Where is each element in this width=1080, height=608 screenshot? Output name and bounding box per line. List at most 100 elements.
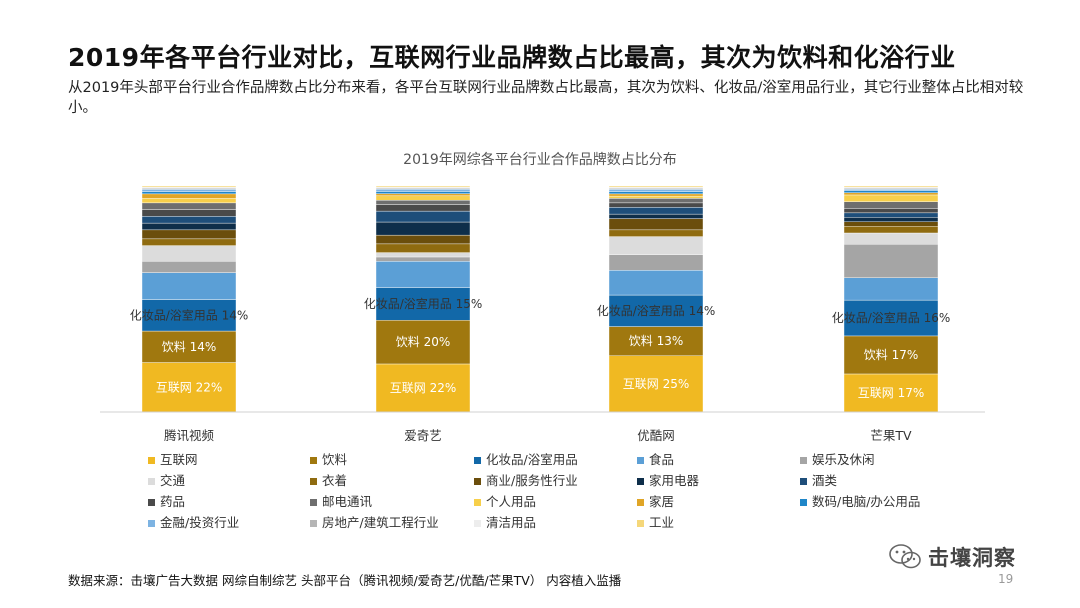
- data-source: 数据来源：击壤广告大数据 网综自制综艺 头部平台（腾讯视频/爱奇艺/优酷/芒果T…: [68, 573, 622, 588]
- bar-segment: [141, 209, 237, 217]
- bar-segment: [375, 185, 471, 188]
- bar-segment: [141, 222, 237, 231]
- x-tick-label: 优酷网: [637, 428, 675, 443]
- data-label: 饮料 14%: [162, 340, 217, 354]
- legend-swatch: [310, 478, 317, 485]
- bar-segment: [141, 202, 237, 210]
- legend-label: 邮电通讯: [322, 494, 373, 509]
- bar-segment: [608, 189, 704, 192]
- legend-label: 工业: [649, 515, 674, 530]
- bar-segment: [608, 191, 704, 195]
- bar-segment: [843, 335, 939, 375]
- bar-segment: [141, 191, 237, 195]
- legend-swatch: [474, 457, 481, 464]
- bar-segment: [141, 198, 237, 204]
- legend-swatch: [637, 499, 644, 506]
- data-label: 化妆品/浴室用品 14%: [130, 307, 249, 322]
- bar-segment: [141, 299, 237, 332]
- bar-segment: [375, 252, 471, 258]
- page-title: 2019年各平台行业对比，互联网行业品牌数占比最高，其次为饮料和化浴行业: [68, 43, 956, 72]
- bar-segment: [375, 193, 471, 197]
- bar-segment: [843, 277, 939, 301]
- bar-segment: [375, 287, 471, 321]
- bar-segment: [141, 238, 237, 246]
- bar-segment: [375, 221, 471, 236]
- data-label: 饮料 17%: [864, 348, 919, 362]
- bar-segment: [375, 243, 471, 253]
- bar-segment: [141, 193, 237, 199]
- legend-swatch: [310, 499, 317, 506]
- legend-label: 个人用品: [486, 494, 536, 509]
- bar-segment: [608, 198, 704, 204]
- legend-label: 商业/服务性行业: [486, 473, 578, 488]
- legend-swatch: [474, 499, 481, 506]
- bar-segment: [375, 320, 471, 365]
- data-label: 互联网 22%: [156, 380, 223, 394]
- page-number: 19: [998, 572, 1014, 586]
- legend-label: 家用电器: [649, 473, 700, 488]
- legend-label: 衣着: [322, 473, 347, 488]
- bar-segment: [375, 204, 471, 212]
- bar-segment: [608, 355, 704, 413]
- bar-segment: [843, 194, 939, 202]
- legend-label: 化妆品/浴室用品: [486, 452, 578, 467]
- legend-swatch: [310, 520, 317, 527]
- data-label: 化妆品/浴室用品 16%: [832, 310, 951, 325]
- bar-segment: [375, 199, 471, 205]
- x-tick-label: 腾讯视频: [164, 428, 215, 443]
- bar-segment: [141, 245, 237, 262]
- bar-segment: [141, 330, 237, 363]
- bar-segment: [375, 191, 471, 194]
- bar-segment: [843, 232, 939, 245]
- bar-segment: [375, 256, 471, 262]
- bar-segment: [141, 229, 237, 240]
- bar-segment: [843, 208, 939, 214]
- legend-label: 清洁用品: [486, 515, 536, 530]
- legend-label: 家居: [649, 494, 674, 509]
- legend-label: 食品: [649, 452, 674, 467]
- legend-swatch: [800, 457, 807, 464]
- bar-segment: [843, 217, 939, 223]
- bar-segment: [375, 234, 471, 245]
- bar-segment: [375, 261, 471, 288]
- bar-segment: [608, 193, 704, 197]
- legend-label: 房地产/建筑工程行业: [322, 515, 439, 530]
- bar-segment: [375, 195, 471, 201]
- bar-segment: [375, 363, 471, 413]
- watermark: 击壤洞察: [888, 542, 1016, 572]
- bar-segment: [608, 202, 704, 208]
- bar-segment: [843, 201, 939, 209]
- bar-segment: [843, 226, 939, 234]
- chart-title: 2019年网综各平台行业合作品牌数占比分布: [403, 151, 677, 168]
- legend-swatch: [637, 520, 644, 527]
- legend-label: 药品: [160, 494, 185, 509]
- legend-swatch: [148, 457, 155, 464]
- legend-label: 饮料: [322, 452, 348, 467]
- bar-segment: [843, 221, 939, 227]
- bar-segment: [141, 261, 237, 273]
- legend-swatch: [637, 478, 644, 485]
- legend-label: 娱乐及休闲: [812, 452, 875, 467]
- page-subtitle: 从2019年头部平台行业合作品牌数占比分布来看，各平台互联网行业品牌数占比最高，…: [68, 80, 1024, 116]
- bar-segment: [608, 185, 704, 188]
- legend-swatch: [800, 499, 807, 506]
- bar-segment: [141, 189, 237, 192]
- wechat-icon: [889, 544, 921, 569]
- legend-label: 数码/电脑/办公用品: [812, 494, 920, 509]
- legend-swatch: [474, 478, 481, 485]
- data-label: 互联网 25%: [623, 377, 690, 391]
- bar-segment: [843, 299, 939, 337]
- bar-segment: [843, 190, 939, 193]
- bar-segment: [843, 243, 939, 278]
- legend-swatch: [800, 478, 807, 485]
- legend-label: 酒类: [812, 473, 838, 488]
- data-label: 互联网 22%: [390, 381, 457, 395]
- data-label: 饮料 20%: [396, 335, 451, 349]
- legend-swatch: [310, 457, 317, 464]
- bar-segment: [608, 326, 704, 356]
- bar-segment: [608, 229, 704, 237]
- legend-label: 金融/投资行业: [160, 515, 239, 530]
- legend-swatch: [637, 457, 644, 464]
- bar-segment: [141, 185, 237, 188]
- legend-swatch: [148, 499, 155, 506]
